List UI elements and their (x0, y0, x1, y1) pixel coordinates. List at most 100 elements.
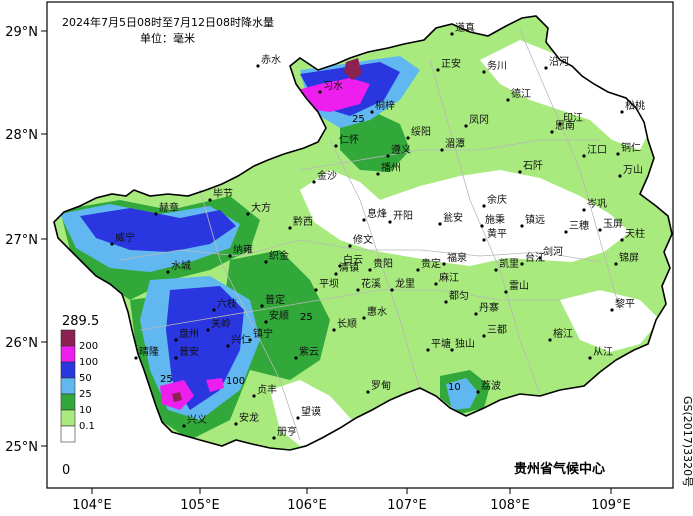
map-frame (46, 1, 674, 489)
city-marker (582, 154, 586, 158)
city-label: 石阡 (523, 160, 543, 172)
city-label: 普定 (265, 293, 285, 306)
lon-tick-label: 104°E (72, 498, 112, 513)
city-label: 印江 (563, 112, 583, 124)
city-label: 册亨 (277, 425, 297, 438)
city-label: 威宁 (115, 231, 135, 244)
city-label: 凤冈 (469, 114, 489, 126)
contour-label: 25 (352, 114, 365, 125)
city-label: 江口 (587, 144, 607, 156)
legend-class-label: 25 (79, 389, 92, 400)
city-marker (494, 268, 498, 272)
city-marker (334, 272, 338, 276)
city-label: 独山 (455, 337, 475, 350)
city-marker (154, 212, 158, 216)
city-marker (248, 338, 252, 342)
city-marker (314, 288, 318, 292)
city-marker (334, 144, 338, 148)
lon-tick-label: 108°E (490, 498, 530, 513)
city-label: 从江 (593, 346, 613, 358)
city-label: 大方 (251, 201, 271, 214)
axes: 104°E 105°E 106°E 107°E 108°E 109°E 29°N 28°N 27… (5, 25, 631, 513)
city-marker (390, 288, 394, 292)
city-marker (480, 224, 484, 228)
city-marker (182, 424, 186, 428)
city-label: 晴隆 (139, 345, 159, 358)
city-label: 榕江 (553, 327, 573, 340)
city-marker (332, 328, 336, 332)
legend-class-label: 50 (79, 373, 92, 384)
city-label: 修文 (353, 233, 373, 246)
city-marker (482, 238, 486, 242)
city-marker (134, 356, 138, 360)
city-marker (174, 356, 178, 360)
city-marker (618, 174, 622, 178)
city-marker (548, 338, 552, 342)
city-label: 长顺 (337, 318, 357, 330)
city-marker (616, 152, 620, 156)
city-label: 凯里 (499, 257, 519, 270)
city-label: 惠水 (367, 305, 387, 318)
city-marker (208, 198, 212, 202)
legend-swatch (60, 345, 76, 363)
city-label: 镇远 (525, 213, 545, 226)
city-marker (450, 32, 454, 36)
city-label: 播州 (381, 161, 401, 174)
city-marker (252, 394, 256, 398)
city-label: 清镇 (339, 261, 359, 274)
city-label: 普安 (179, 345, 199, 358)
county-boundaries (119, 29, 621, 441)
city-marker (538, 256, 542, 260)
city-label: 施秉 (485, 213, 505, 226)
city-marker (368, 268, 372, 272)
contour-label: 10 (448, 382, 461, 393)
city-label: 贞丰 (257, 383, 277, 396)
city-marker (362, 316, 366, 320)
city-label: 正安 (441, 57, 461, 70)
city-marker (234, 422, 238, 426)
city-label: 道真 (455, 21, 475, 34)
city-marker (246, 212, 250, 216)
city-marker (406, 136, 410, 140)
legend: 289.5 200 100 50 25 10 0.1 0 (60, 314, 99, 478)
city-label: 黔西 (293, 215, 313, 228)
contour-labels: 25 100 25 25 10 (160, 114, 461, 393)
city-label: 雷山 (509, 280, 529, 292)
city-marker (620, 238, 624, 242)
legend-max-label: 289.5 (62, 314, 99, 329)
city-marker (228, 254, 232, 258)
city-marker (610, 308, 614, 312)
city-label: 六枝 (217, 297, 237, 310)
city-label: 思南 (555, 119, 575, 132)
map-approval-code: GS(2017)3320号 (681, 396, 693, 487)
lon-tick-label: 107°E (387, 498, 427, 513)
city-marker (206, 328, 210, 332)
city-label: 罗甸 (371, 379, 391, 392)
city-label: 习水 (323, 80, 343, 92)
lat-tick-label: 29°N (5, 25, 38, 40)
city-marker (464, 124, 468, 128)
city-label: 天柱 (625, 227, 645, 240)
city-label: 剑河 (543, 245, 563, 258)
city-label: 龙里 (395, 277, 415, 290)
province-outline (53, 15, 673, 451)
city-label: 铜仁 (621, 142, 641, 154)
city-marker (564, 230, 568, 234)
city-label: 遵义 (391, 143, 411, 156)
city-label: 关岭 (211, 317, 231, 330)
city-label: 万山 (623, 164, 643, 176)
city-label: 桐梓 (375, 99, 395, 112)
city-marker (356, 288, 360, 292)
city-marker (474, 312, 478, 316)
city-label: 丹寨 (479, 301, 499, 314)
city-marker (264, 320, 268, 324)
city-label: 毕节 (213, 187, 233, 200)
city-marker (212, 308, 216, 312)
city-marker (620, 110, 624, 114)
city-marker (426, 348, 430, 352)
city-label: 息烽 (367, 207, 387, 220)
legend-class-label: 10 (79, 405, 92, 416)
city-marker (482, 204, 486, 208)
city-marker (296, 416, 300, 420)
